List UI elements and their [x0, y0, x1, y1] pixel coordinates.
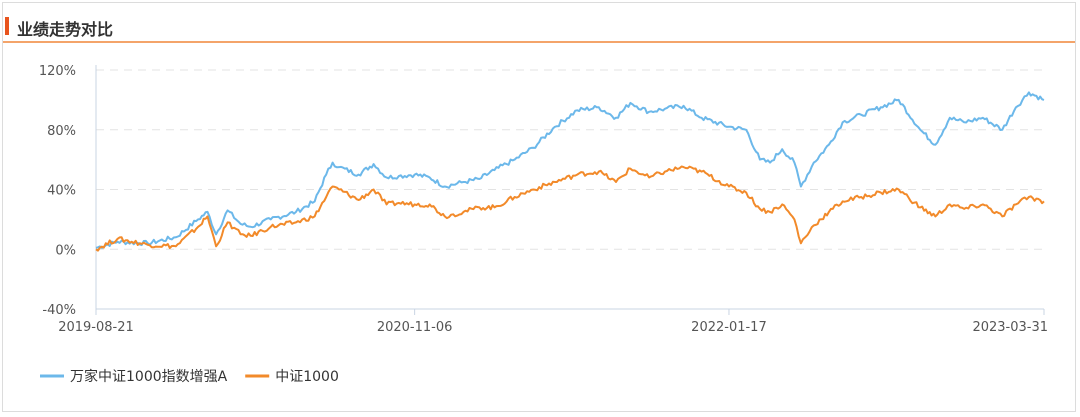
header-accent-bar: [5, 17, 9, 35]
axes: 120% 80% 40% 0% -40% 2019-08-21 2020-11-06 2022…: [39, 64, 1048, 335]
y-tick-label: 40%: [47, 184, 76, 199]
y-tick-label: 120%: [39, 64, 76, 79]
series-line-0: [95, 91, 1045, 249]
y-tick-label: 0%: [55, 243, 76, 258]
x-tick-label: 2022-01-17: [691, 320, 767, 335]
y-tick-label: -40%: [42, 303, 76, 318]
series-lines: [95, 91, 1045, 252]
legend: 万家中证1000指数增强A 中证1000: [40, 368, 339, 385]
x-tick-label: 2023-03-31: [972, 320, 1048, 335]
series-line-1: [95, 165, 1045, 252]
x-tick-label: 2019-08-21: [58, 320, 134, 335]
x-tick-label: 2020-11-06: [377, 320, 453, 335]
y-tick-label: 80%: [47, 124, 76, 139]
panel-title: 业绩走势对比: [17, 20, 114, 39]
legend-label: 中证1000: [275, 369, 339, 385]
panel-header: 业绩走势对比: [3, 3, 1075, 43]
legend-label: 万家中证1000指数增强A: [70, 368, 228, 385]
grid-lines: [96, 69, 1044, 250]
